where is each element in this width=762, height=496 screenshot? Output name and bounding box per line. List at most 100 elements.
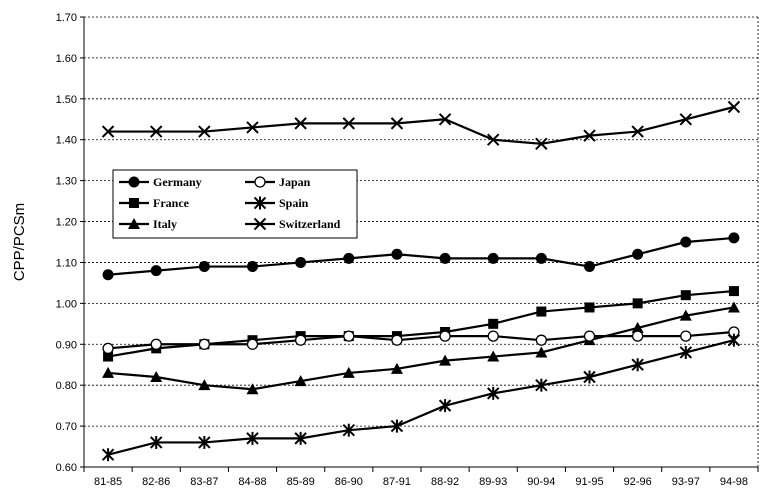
- data-point: [679, 113, 692, 126]
- x-tick-label: 89-93: [479, 476, 507, 488]
- marker-stroke: [198, 125, 211, 138]
- marker-triangle: [102, 366, 115, 378]
- data-point: [680, 290, 691, 301]
- data-point: [487, 133, 500, 146]
- series-line-switzerland: [108, 105, 735, 145]
- marker-open-circle: [680, 330, 692, 342]
- data-point: [294, 431, 307, 445]
- marker-stroke: [438, 113, 452, 126]
- marker-circle: [728, 232, 740, 244]
- data-point: [198, 125, 211, 138]
- marker-circle: [295, 256, 307, 268]
- series-france: [103, 286, 739, 362]
- series-line-germany: [107, 236, 735, 276]
- x-tick-label: 85-89: [287, 476, 315, 488]
- x-tick-labels: 81-85 82-86 83-87 84-88 85-89 86-90 87-91 88-92…: [94, 476, 748, 488]
- data-point: [101, 125, 115, 138]
- data-point: [247, 261, 258, 273]
- marker-triangle: [246, 383, 259, 395]
- data-point: [391, 248, 403, 260]
- marker-circle: [632, 248, 644, 260]
- x-tick-label: 94-98: [720, 476, 748, 488]
- data-point: [584, 302, 595, 313]
- data-point: [254, 176, 266, 188]
- data-point: [727, 333, 741, 347]
- marker-circle: [535, 252, 547, 264]
- marker-open-circle: [294, 334, 307, 346]
- data-point: [246, 338, 259, 350]
- data-point: [631, 358, 644, 372]
- data-point: [583, 129, 596, 142]
- data-point: [438, 399, 452, 413]
- marker-stroke: [390, 117, 404, 130]
- y-tick-labels: 0.60 0.70 0.80 0.90 1.00 1.10 1.20 1.30 1.40 1.50…: [56, 12, 77, 474]
- marker-square: [103, 351, 114, 362]
- data-point: [439, 354, 452, 366]
- data-point: [150, 338, 162, 350]
- x-tick-label: 93-97: [672, 476, 700, 488]
- marker-square: [488, 318, 499, 329]
- data-point: [488, 318, 499, 329]
- legend-label: Spain: [279, 196, 309, 210]
- marker-circle: [343, 252, 355, 264]
- data-point: [246, 383, 259, 395]
- marker-triangle: [679, 309, 692, 321]
- data-point: [342, 423, 355, 437]
- x-tick-label: 91-95: [575, 476, 603, 488]
- series-japan: [102, 326, 740, 355]
- marker-open-circle: [631, 330, 644, 342]
- marker-stroke: [583, 129, 596, 142]
- marker-open-circle: [439, 330, 451, 342]
- data-point: [728, 286, 739, 297]
- data-point: [390, 362, 403, 374]
- data-point: [536, 306, 547, 317]
- axes: [80, 16, 759, 472]
- marker-open-circle: [254, 176, 266, 188]
- series-switzerland: [101, 100, 741, 151]
- marker-triangle: [294, 375, 307, 387]
- data-point: [680, 236, 692, 248]
- marker-circle: [247, 261, 258, 273]
- x-tick-label: 88-92: [431, 476, 459, 488]
- x-tick-label: 82-86: [142, 476, 170, 488]
- data-point: [728, 232, 740, 244]
- marker-stroke: [631, 125, 644, 138]
- data-point: [102, 366, 115, 378]
- marker-square: [129, 198, 139, 208]
- data-point: [343, 330, 355, 342]
- legend-item-switzerland: Switzerland: [245, 217, 341, 231]
- x-tick-label: 84-88: [238, 476, 266, 488]
- x-tick-label: 92-96: [624, 476, 652, 488]
- data-point: [198, 379, 211, 391]
- y-tick-label: 1.10: [56, 257, 77, 269]
- data-point: [102, 342, 114, 355]
- data-point: [150, 125, 163, 138]
- data-point: [391, 334, 403, 346]
- legend-item-japan: Japan: [245, 175, 311, 189]
- data-point: [198, 338, 211, 350]
- marker-stroke: [294, 117, 307, 130]
- marker-circle: [198, 261, 210, 273]
- x-tick-label: 87-91: [383, 476, 411, 488]
- marker-stroke: [150, 125, 163, 138]
- data-point: [487, 330, 499, 342]
- data-point: [727, 100, 741, 114]
- data-point: [342, 117, 355, 130]
- data-point: [390, 419, 404, 433]
- data-point: [253, 196, 267, 210]
- marker-triangle: [150, 371, 163, 382]
- data-point: [535, 346, 548, 358]
- marker-triangle: [128, 218, 140, 229]
- marker-circle: [391, 248, 403, 260]
- data-point: [128, 218, 140, 229]
- marker-circle: [128, 176, 140, 188]
- legend-item-spain: Spain: [245, 196, 309, 210]
- legend-item-france: France: [119, 196, 190, 210]
- data-point: [343, 252, 355, 264]
- data-point: [390, 117, 404, 130]
- y-tick-label: 1.50: [56, 94, 77, 106]
- data-point: [246, 431, 259, 445]
- data-point: [150, 265, 162, 277]
- y-tick-label: 0.80: [56, 380, 77, 392]
